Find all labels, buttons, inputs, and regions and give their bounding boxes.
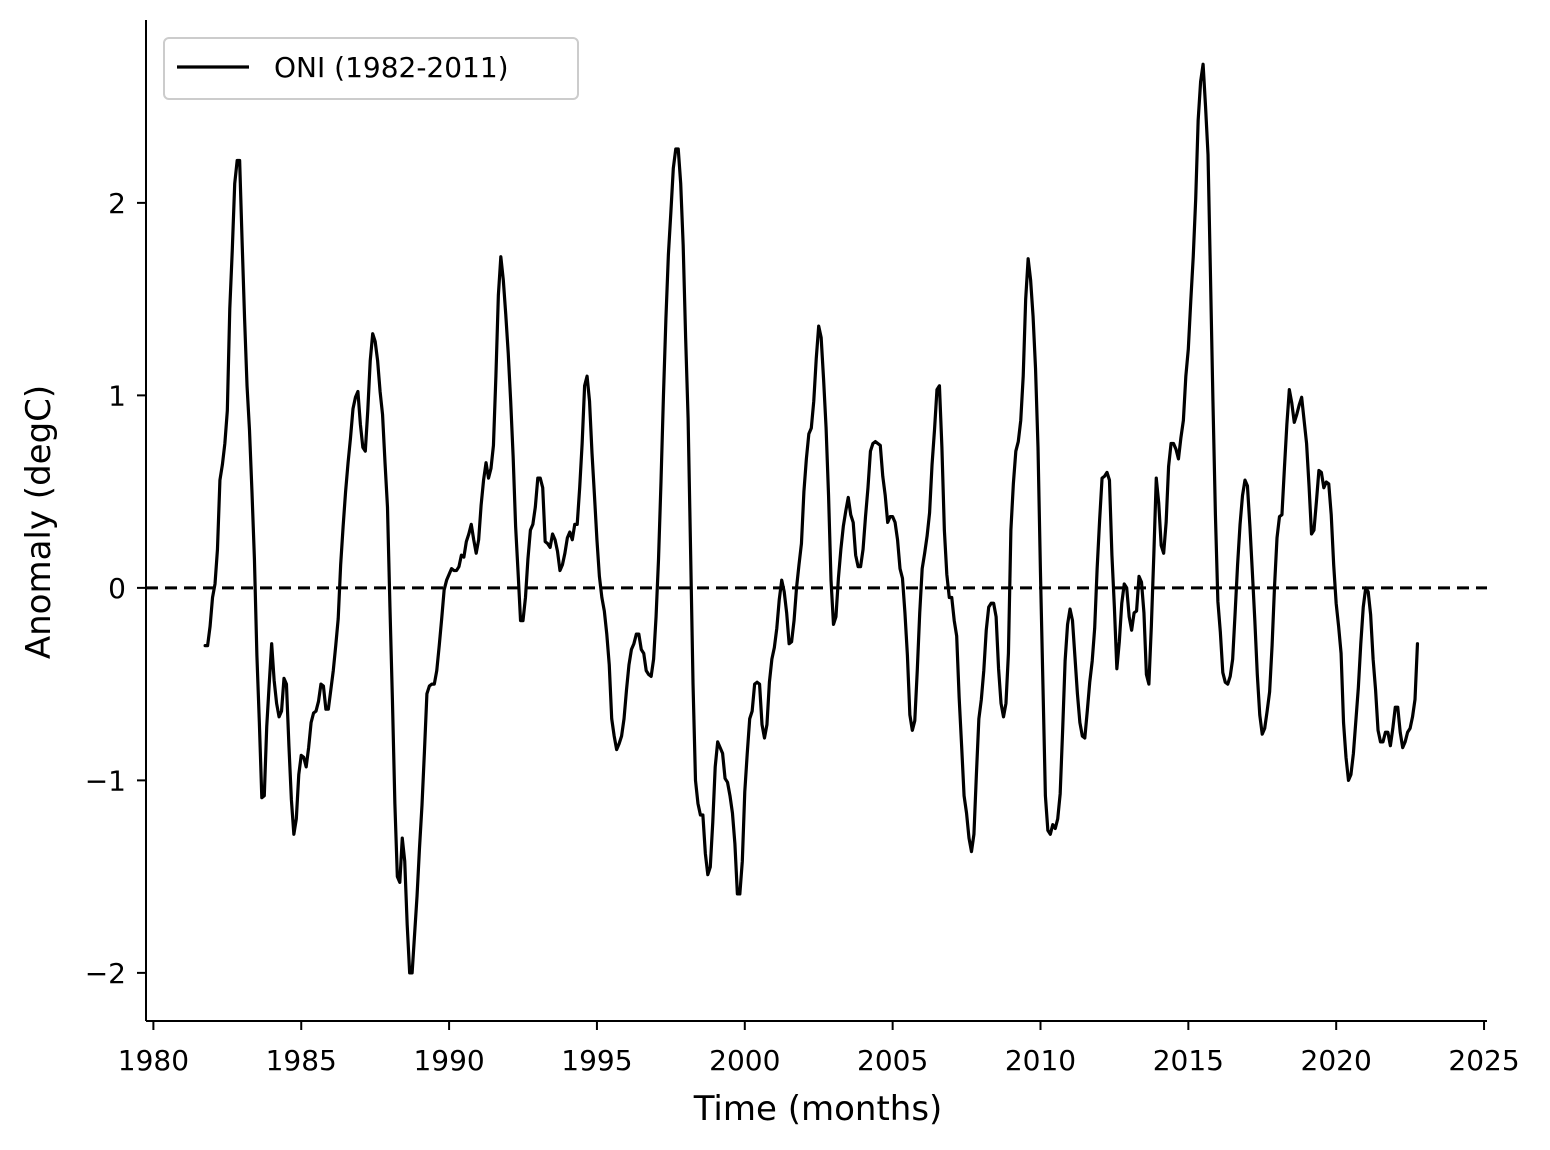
x-tick-label: 2010 — [1005, 1044, 1076, 1077]
x-tick-label: 1980 — [118, 1044, 189, 1077]
y-tick-label: 1 — [108, 379, 126, 412]
y-tick-label: 0 — [108, 572, 126, 605]
x-tick-label: 2020 — [1301, 1044, 1372, 1077]
x-tick-label: 2015 — [1153, 1044, 1224, 1077]
x-tick-label: 1995 — [561, 1044, 632, 1077]
legend-box — [163, 37, 579, 100]
y-tick-label: −1 — [85, 764, 126, 797]
legend-label: ONI (1982-2011) — [274, 51, 509, 84]
series-group — [203, 62, 1420, 975]
x-tick-label: 2025 — [1448, 1044, 1519, 1077]
legend: ONI (1982-2011) — [163, 37, 579, 100]
x-tick-label: 1985 — [266, 1044, 337, 1077]
y-tick-label: −2 — [85, 957, 126, 990]
series-line-oni — [203, 62, 1420, 975]
y-tick-label: 2 — [108, 187, 126, 220]
x-axis-label: Time (months) — [693, 1089, 943, 1129]
y-axis-label: Anomaly (degC) — [19, 385, 59, 659]
x-tick-label: 1990 — [413, 1044, 484, 1077]
x-tick-label: 2000 — [709, 1044, 780, 1077]
axes: 1980 1985 1990 1995 2000 2005 2010 2015 2020 2025… — [85, 20, 1520, 1077]
x-tick-label: 2005 — [857, 1044, 928, 1077]
